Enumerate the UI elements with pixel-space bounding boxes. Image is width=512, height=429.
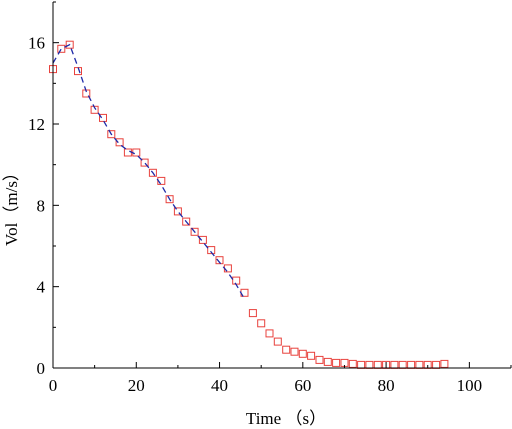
x-axis-title: Time （s） — [246, 409, 326, 428]
data-point — [190, 227, 199, 236]
data-point — [140, 158, 149, 167]
data-point — [257, 319, 266, 328]
data-point — [348, 359, 357, 368]
data-point — [198, 235, 207, 244]
data-point — [265, 329, 274, 338]
data-point — [315, 355, 324, 364]
x-tick-label: 100 — [457, 376, 483, 395]
data-point — [357, 360, 366, 369]
data-point — [432, 360, 441, 369]
x-tick-label: 60 — [294, 376, 311, 395]
data-point — [323, 357, 332, 366]
y-tick-label: 12 — [28, 115, 45, 134]
data-point — [132, 148, 141, 157]
data-point — [415, 360, 424, 369]
data-point — [290, 347, 299, 356]
axes: 0 20 40 60 80 100 0 4 8 12 16 — [28, 1, 512, 395]
data-point — [307, 351, 316, 360]
data-point — [182, 217, 191, 226]
data-point — [398, 360, 407, 369]
y-tick-label: 4 — [37, 278, 46, 297]
y-axis-title: Vol（m/s） — [2, 164, 21, 246]
data-point — [365, 360, 374, 369]
data-point — [232, 276, 241, 285]
data-point — [332, 358, 341, 367]
data-point — [123, 148, 132, 157]
data-point — [57, 44, 66, 53]
x-tick-label: 20 — [128, 376, 145, 395]
data-point — [223, 264, 232, 273]
x-tick-label: 40 — [211, 376, 228, 395]
data-point — [407, 360, 416, 369]
data-point — [207, 246, 216, 255]
data-point — [390, 360, 399, 369]
data-point — [215, 256, 224, 265]
data-point — [373, 360, 382, 369]
data-point — [273, 337, 282, 346]
x-tick-label: 0 — [49, 376, 58, 395]
data-point — [107, 130, 116, 139]
data-point — [282, 345, 291, 354]
data-point — [99, 113, 107, 122]
data-point — [248, 309, 257, 318]
data-point — [148, 168, 157, 177]
y-tick-label: 0 — [37, 359, 46, 378]
series-line — [52, 43, 246, 300]
x-tick-label: 80 — [378, 376, 395, 395]
y-tick-label: 16 — [28, 34, 45, 53]
data-point — [298, 349, 307, 358]
plot-area — [49, 40, 449, 369]
data-point — [115, 138, 124, 147]
data-point — [173, 207, 182, 216]
data-point — [440, 359, 449, 368]
data-point — [65, 40, 74, 49]
data-point — [165, 195, 174, 204]
y-tick-label: 8 — [37, 196, 46, 215]
